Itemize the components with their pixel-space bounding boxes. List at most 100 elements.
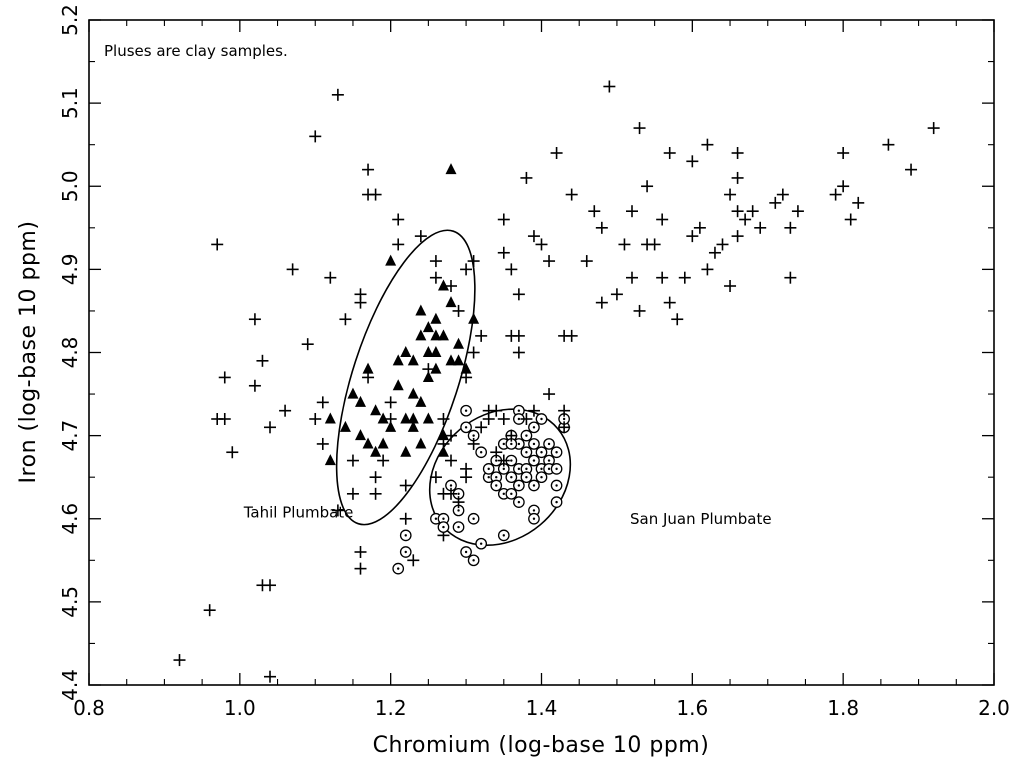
triangle-marker [468,312,480,324]
y-axis-title: Iron (log-base 10 ppm) [16,221,41,484]
plus-marker [445,454,457,467]
tick-labels: 0.8 1.0 1.2 1.4 1.6 1.8 2.0 4.4 4.5 4.6 4.7 4.8 4.9 5… [58,4,1010,720]
triangle-marker [324,412,336,424]
triangle-marker [415,329,427,341]
plus-marker [437,487,450,500]
circle-dot [502,467,505,471]
triangle-marker [453,354,465,366]
plus-marker [905,163,918,176]
plus-marker [369,471,382,484]
circle-dot [479,542,483,545]
plus-marker [346,454,359,467]
plus-marker [595,296,608,309]
x-tick-label: 1.6 [676,696,708,720]
circle-marker [475,537,488,550]
plus-marker [580,255,593,268]
circle-dot [540,475,543,479]
plus-marker [731,171,744,184]
plus-marker [301,338,314,351]
plus-marker [467,437,480,450]
circle-dot [457,525,460,529]
circle-dot [487,475,490,479]
circle-dot [510,475,513,479]
triangle-marker [385,254,397,266]
plus-marker [678,271,691,284]
plus-marker [467,255,480,268]
plus-marker [218,413,231,425]
plus-marker [467,346,480,359]
circle-dot [449,484,453,487]
plus-marker [452,496,465,509]
circle-marker [543,438,555,450]
triangle-marker [453,337,465,349]
plus-marker [497,213,510,226]
plus-marker [256,354,269,367]
y-tick-label: 4.9 [58,253,82,285]
circle-marker [520,471,533,484]
circle-dot [555,467,558,471]
plus-marker [565,329,578,342]
circle-marker [497,463,510,475]
circle-dot [525,434,528,437]
triangle-marker [430,362,442,374]
y-tick-label: 4.6 [58,503,82,535]
circle-dot [495,484,498,487]
circle-dot [517,417,521,421]
circle-marker [535,471,548,484]
plus-marker [693,221,706,234]
plus-marker [264,579,276,592]
circle-marker [505,487,518,500]
plus-marker [724,280,737,292]
triangle-marker [407,354,419,366]
plus-marker [686,230,699,243]
plus-marker [739,213,752,226]
triangle-marker [407,420,419,432]
plus-marker [829,188,842,201]
plus-marker [437,437,450,450]
circle-dot [442,517,445,520]
y-tick-label: 5.1 [58,87,82,119]
circle-dot [487,467,490,471]
chart-note: Pluses are clay samples. [104,42,288,60]
triangle-marker [430,346,442,357]
plus-marker [618,238,631,251]
circle-marker [528,479,540,492]
triangle-marker [415,304,427,316]
circle-marker [475,446,488,459]
triangle-marker [339,420,351,432]
plus-marker [784,221,797,234]
plus-marker [460,263,473,276]
plus-marker [429,471,442,484]
circle-dot [532,517,536,520]
circle-dot [525,475,528,479]
plus-marker [565,188,578,201]
plus-marker [754,221,767,234]
plus-marker [475,329,488,342]
triangle-marker [362,362,374,374]
triangle-marker [362,437,374,449]
triangle-marker [400,412,412,424]
plus-marker [445,280,457,292]
circle-dot [510,442,513,446]
triangle-marker [407,412,419,424]
triangle-marker [355,395,366,407]
circle-dot [540,467,543,471]
circle-marker [482,463,495,475]
plus-marker [331,504,344,517]
circle-marker [437,521,450,533]
triangle-marker [437,445,449,457]
plus-marker [626,205,638,218]
triangle-marker [392,354,404,366]
plus-marker [362,163,375,176]
plus-marker [437,413,450,425]
triangle-marker [400,346,412,357]
plus-marker [520,171,533,184]
circle-marker [550,479,563,492]
plus-marker [837,147,850,159]
circle-marker [497,529,510,542]
plus-marker [663,296,676,309]
circle-dot [525,467,528,471]
plus-marker [324,271,337,284]
plus-marker [354,288,367,301]
x-tick-label: 1.0 [224,696,256,720]
